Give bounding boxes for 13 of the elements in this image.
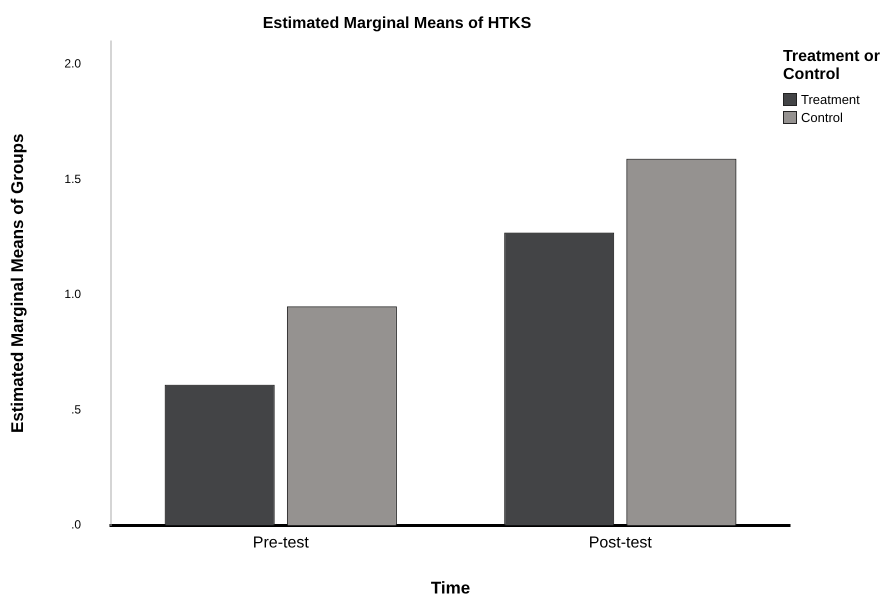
x-tick-label: Pre-test xyxy=(252,534,310,552)
x-axis-title: Time xyxy=(430,578,470,598)
chart-title: Estimated Marginal Means of HTKS xyxy=(262,15,532,32)
y-tick-label: 1.0 xyxy=(64,287,82,302)
y-tick-label: 1.5 xyxy=(64,172,82,186)
legend-label: Treatment xyxy=(801,92,860,106)
x-tick-label: Post-test xyxy=(588,534,652,552)
legend-label: Control xyxy=(801,110,843,124)
y-tick-label: .0 xyxy=(71,518,82,532)
y-tick-label: .5 xyxy=(71,402,82,416)
legend-title: Treatment or Control xyxy=(783,48,881,84)
y-tick-label: 2.0 xyxy=(64,56,82,71)
y-axis-title: Estimated Marginal Means of Groups xyxy=(8,134,27,434)
